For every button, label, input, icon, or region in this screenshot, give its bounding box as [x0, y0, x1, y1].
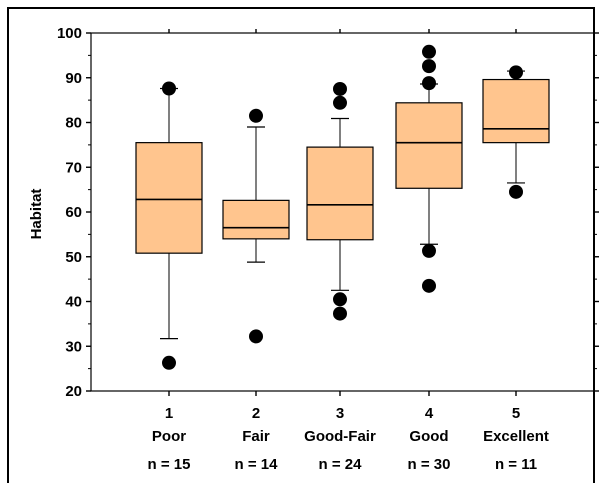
outlier-point [162, 81, 176, 96]
y-tick-label: 30 [65, 338, 82, 355]
iqr-box [395, 102, 463, 189]
outlier-point [249, 329, 263, 344]
outlier-point [422, 76, 436, 91]
category-name: Good [409, 428, 448, 445]
category-count: n = 14 [235, 456, 279, 473]
category-name: Poor [152, 428, 186, 445]
category-count: n = 24 [319, 456, 363, 473]
outlier-point [333, 306, 347, 321]
outlier-point [422, 243, 436, 258]
outlier-point [249, 108, 263, 123]
y-tick-label: 50 [65, 249, 82, 266]
outlier-point [162, 355, 176, 370]
y-tick-label: 90 [65, 70, 82, 87]
y-tick-label: 20 [65, 383, 82, 400]
plot-marks [135, 44, 550, 370]
plot-axes: 20 30 40 50 60 70 80 90 100 1 Poor n = 15 2 Fair n = 1… [57, 25, 599, 473]
iqr-box [135, 142, 203, 254]
category-number: 1 [165, 405, 173, 422]
outlier-point [422, 278, 436, 293]
category-count: n = 11 [495, 456, 537, 473]
y-axis-label: Habitat [28, 189, 45, 240]
outlier-point [509, 184, 523, 199]
category-name: Good-Fair [304, 428, 376, 445]
category-number: 2 [252, 405, 260, 422]
outlier-point [509, 65, 523, 80]
category-number: 5 [512, 405, 520, 422]
category-count: n = 30 [408, 456, 451, 473]
category-number: 3 [336, 405, 344, 422]
y-tick-label: 60 [65, 204, 82, 221]
category-name: Excellent [483, 428, 549, 445]
category-count: n = 15 [148, 456, 191, 473]
outlier-point [333, 292, 347, 307]
y-tick-label: 80 [65, 115, 82, 132]
outlier-point [333, 81, 347, 96]
y-tick-label: 100 [57, 25, 82, 42]
y-tick-label: 70 [65, 159, 82, 176]
outlier-point [333, 95, 347, 110]
category-number: 4 [425, 405, 434, 422]
outlier-point [422, 44, 436, 59]
outlier-point [422, 59, 436, 74]
y-tick-label: 40 [65, 294, 82, 311]
iqr-box [306, 146, 374, 241]
iqr-box [482, 78, 550, 144]
category-name: Fair [242, 428, 270, 445]
iqr-box [222, 199, 290, 240]
